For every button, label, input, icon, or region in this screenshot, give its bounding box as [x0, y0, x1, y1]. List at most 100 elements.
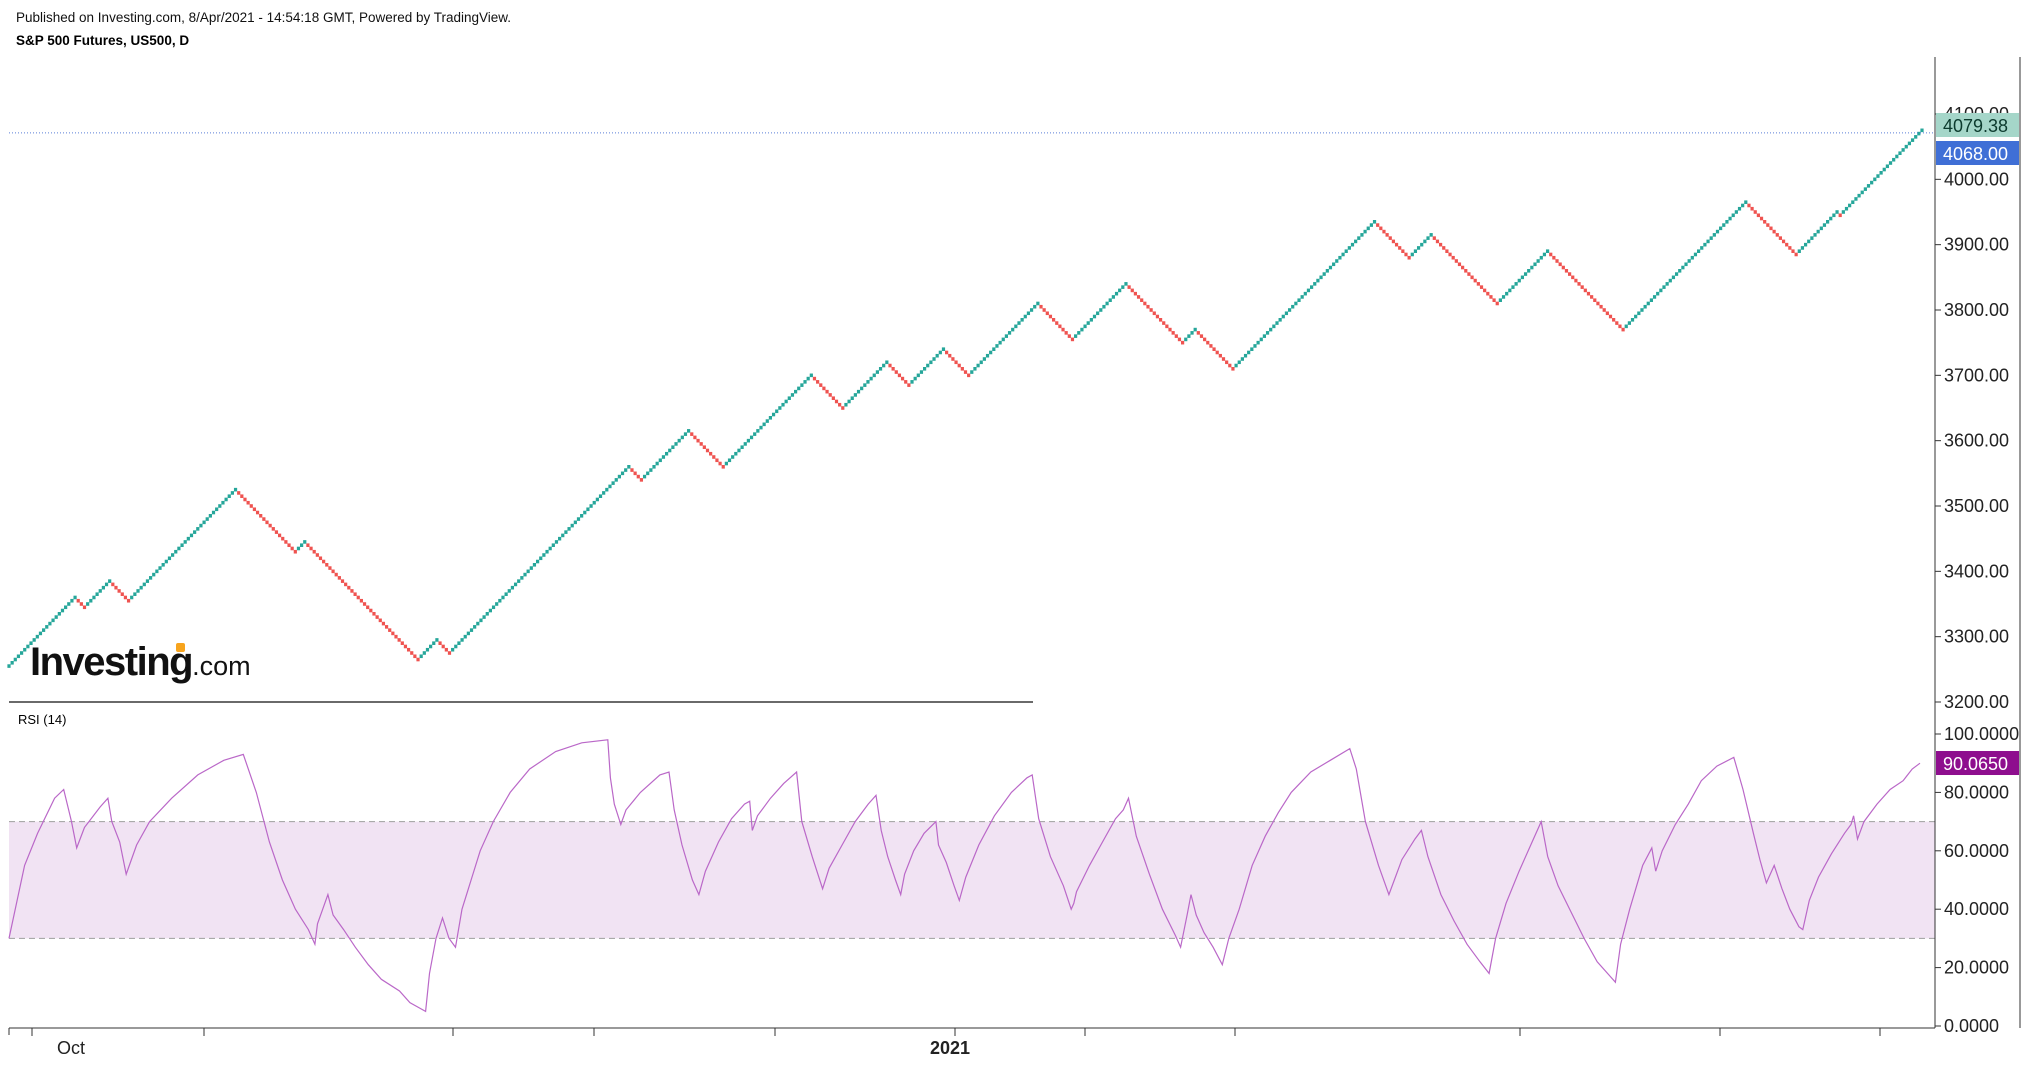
down-brick [384, 625, 389, 629]
up-brick [1265, 331, 1270, 335]
up-brick [1014, 324, 1018, 329]
up-brick [1722, 223, 1726, 227]
up-brick [1413, 249, 1418, 253]
up-brick [1700, 246, 1704, 250]
up-brick [7, 664, 11, 668]
down-brick [1593, 298, 1597, 302]
up-brick [617, 474, 621, 479]
up-brick [300, 543, 304, 547]
up-brick [23, 647, 27, 652]
up-brick [935, 353, 939, 358]
down-brick [1785, 242, 1789, 247]
up-brick [608, 484, 612, 489]
down-brick [1590, 295, 1594, 299]
up-brick [863, 383, 867, 387]
down-brick [1568, 272, 1572, 276]
up-brick [1029, 308, 1034, 312]
up-brick [32, 638, 36, 642]
up-brick [218, 504, 222, 508]
up-brick [1637, 311, 1641, 316]
down-brick [1209, 344, 1213, 348]
down-brick [945, 350, 949, 355]
down-brick [816, 380, 820, 384]
down-brick [825, 389, 829, 394]
down-brick [1753, 210, 1757, 214]
up-brick [35, 634, 39, 639]
up-brick [539, 556, 543, 561]
up-brick [1297, 298, 1301, 302]
up-brick [683, 432, 688, 436]
up-brick [1124, 282, 1128, 286]
up-brick [1319, 275, 1323, 280]
down-brick [1133, 291, 1137, 296]
up-brick [130, 595, 134, 600]
up-brick [809, 373, 813, 378]
down-brick [1580, 285, 1584, 289]
down-brick [699, 442, 703, 446]
down-brick [1583, 288, 1587, 293]
up-brick [652, 465, 656, 469]
up-brick [1092, 314, 1097, 319]
down-brick [1174, 334, 1178, 338]
up-brick [145, 579, 150, 583]
up-brick [1017, 321, 1021, 325]
up-brick [1860, 190, 1864, 195]
up-brick [803, 380, 807, 384]
up-brick [501, 595, 505, 600]
up-brick [1193, 327, 1197, 332]
down-brick [1130, 288, 1134, 293]
up-brick [1684, 262, 1688, 267]
up-brick [1895, 154, 1899, 159]
down-brick [1479, 285, 1484, 289]
down-brick [1564, 269, 1569, 273]
up-brick [753, 432, 757, 436]
up-brick [1646, 301, 1650, 306]
up-brick [1879, 171, 1883, 175]
down-brick [356, 595, 360, 600]
up-brick [205, 517, 209, 521]
up-brick [1429, 233, 1433, 237]
down-brick [1596, 301, 1600, 306]
down-brick [82, 605, 87, 610]
rsi-tick-label: 40.0000 [1944, 899, 2009, 919]
up-brick [558, 536, 562, 541]
down-brick [1558, 262, 1562, 267]
current-price-badge: 4068.00 [1936, 141, 2019, 165]
up-brick [677, 438, 681, 443]
down-brick [702, 445, 706, 449]
up-brick [1001, 337, 1005, 342]
down-brick [690, 432, 694, 436]
y-tick-label: 3500.00 [1944, 496, 2009, 516]
up-brick [1366, 226, 1370, 231]
y-tick-label: 3700.00 [1944, 365, 2009, 385]
up-brick [923, 367, 927, 371]
down-brick [284, 540, 288, 544]
down-brick [1168, 327, 1172, 332]
up-brick [233, 487, 238, 492]
down-brick [334, 572, 338, 577]
down-brick [633, 471, 637, 476]
up-brick [473, 625, 477, 629]
y-tick-label: 3900.00 [1944, 235, 2009, 255]
up-brick [64, 605, 68, 610]
down-brick [1140, 298, 1144, 302]
up-brick [1851, 200, 1855, 204]
up-brick [749, 435, 754, 440]
up-brick [1822, 223, 1827, 227]
up-brick [1826, 220, 1830, 224]
down-brick [831, 396, 835, 400]
rsi-tick-label: 20.0000 [1944, 958, 2009, 978]
up-brick [1892, 157, 1896, 162]
up-brick [529, 566, 533, 570]
down-brick [1772, 229, 1776, 234]
up-brick [1527, 269, 1531, 273]
up-brick [498, 598, 502, 603]
down-brick [353, 592, 357, 596]
down-brick [372, 612, 376, 616]
down-brick [1615, 321, 1619, 325]
up-brick [95, 592, 99, 596]
up-brick [29, 641, 33, 645]
down-brick [1221, 357, 1226, 361]
up-brick [19, 651, 24, 655]
